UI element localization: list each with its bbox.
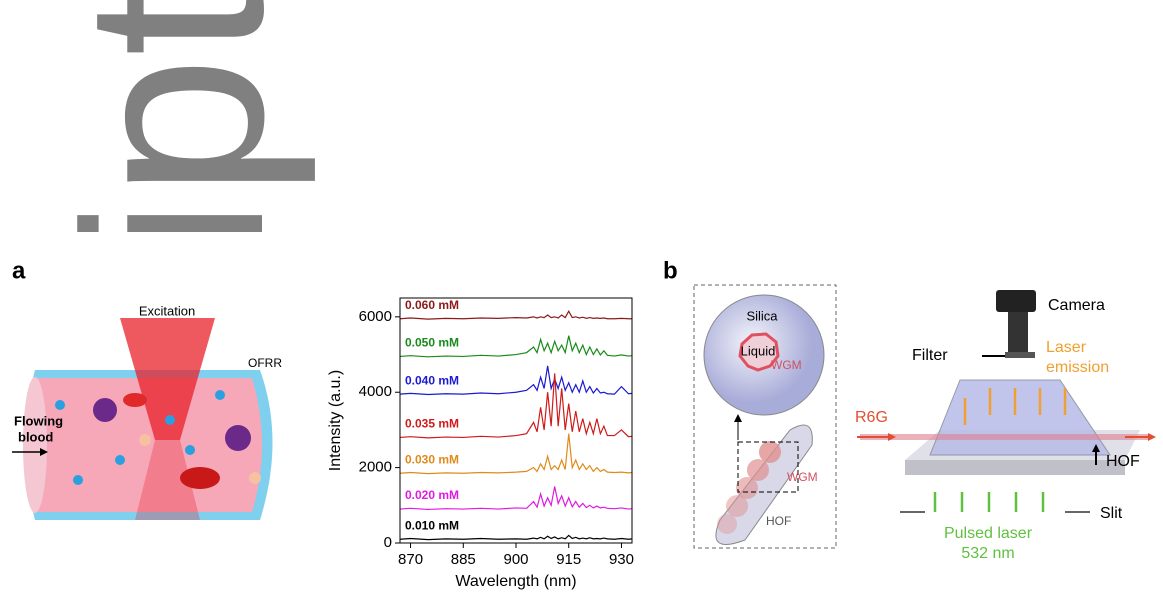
x-tick-label: 870 [398,551,423,568]
series-label: 0.020 mM [405,488,459,502]
setup-label: Pulsed laser [944,525,1033,542]
spectrum-line [399,486,633,511]
setup-label: emission [1046,359,1109,376]
series-label: 0.060 mM [405,298,459,312]
spectrum-line [399,534,633,541]
setup-label: Camera [1048,297,1105,314]
spectra-chart: 0 2000 4000 6000 870 885 900 915 930 Wavelength (… [327,297,634,590]
setup-label: Slit [1100,505,1123,522]
series-label: 0.040 mM [405,373,459,387]
spectrum-line [399,309,632,320]
y-tick-label: 6000 [359,308,392,325]
spectrum-line [399,335,633,358]
x-tick-label: 930 [609,551,634,568]
x-tick-label: 900 [503,551,528,568]
setup-label: Filter [912,347,948,364]
inset-label: WGM [771,358,802,372]
y-axis-label: Intensity (a.u.) [327,370,344,471]
setup-label: Laser [1046,339,1087,356]
plot-frame [399,297,633,544]
series-label: 0.010 mM [405,518,459,532]
panel-label: b [663,257,678,284]
inset-label: HOF [766,514,791,528]
watermark-mask [0,232,300,252]
illustration-label: Flowing [14,413,63,428]
series-label: 0.050 mM [405,336,459,350]
setup-label: HOF [1106,453,1140,470]
inset-diagram [693,284,837,549]
inset-label: Silica [746,308,778,323]
x-tick-label: 885 [451,551,476,568]
watermark: ipt [32,0,317,255]
spectrum-line [399,433,633,475]
x-tick-label: 915 [556,551,581,568]
y-tick-label: 0 [384,534,392,551]
illustration-label: blood [18,429,53,444]
blood-vessel-illustration [12,318,273,520]
inset-label: WGM [787,470,818,484]
panel-label: a [12,257,26,284]
illustration-label: OFRR [248,356,282,370]
inset-label: Liquid [741,343,776,358]
y-tick-label: 4000 [359,383,392,400]
setup-label: R6G [855,409,888,426]
spectrum-line [399,365,633,396]
series-label: 0.030 mM [405,452,459,466]
spectrum-line [399,373,633,439]
series-label: 0.035 mM [405,417,459,431]
illustration-label: Excitation [139,303,195,318]
x-axis-label: Wavelength (nm) [455,573,576,590]
setup-diagram [857,290,1156,513]
y-tick-label: 2000 [359,459,392,476]
setup-label: 532 nm [961,545,1014,562]
